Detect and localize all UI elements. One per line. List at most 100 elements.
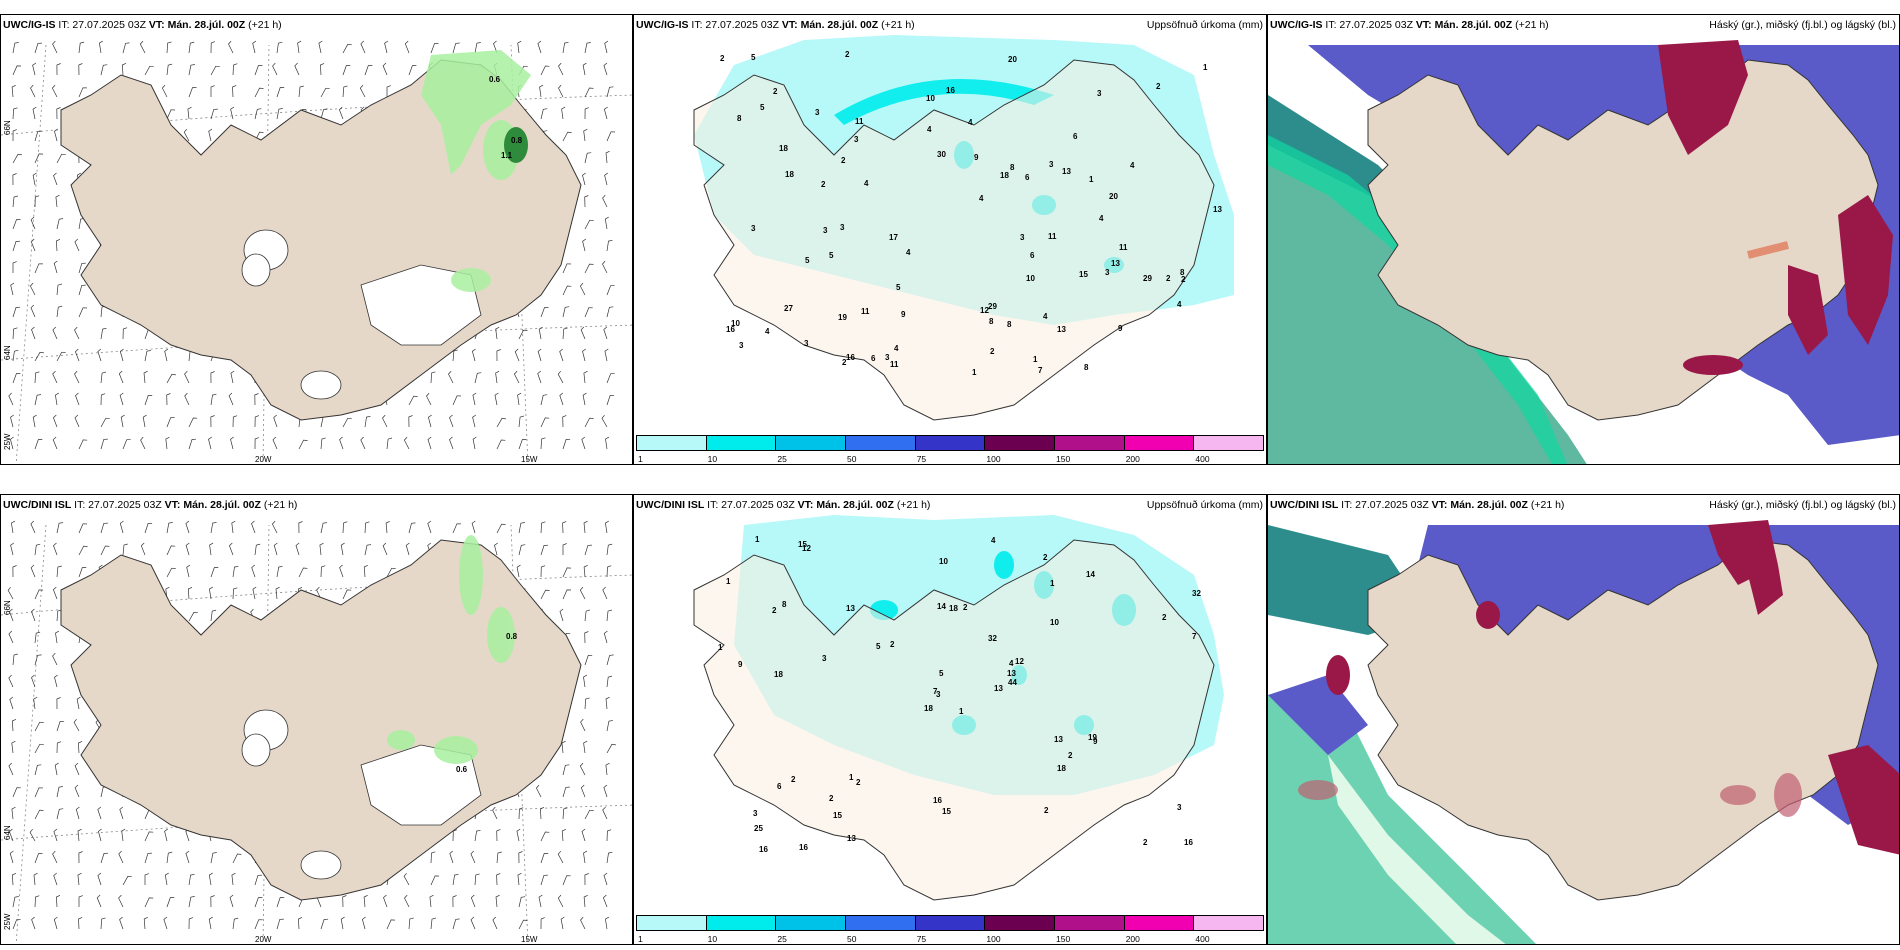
- wind-barb: [186, 564, 191, 578]
- precip-value: 8: [737, 114, 742, 123]
- wind-barb: [474, 42, 481, 54]
- wind-barb: [605, 696, 610, 710]
- wind-barb: [78, 567, 87, 578]
- precip-value: 9: [1093, 737, 1098, 746]
- wind-barb: [12, 129, 17, 142]
- wind-barb: [514, 348, 520, 362]
- precip-value: 4: [927, 125, 932, 134]
- precip-value: 13: [994, 684, 1003, 693]
- wind-barb: [210, 852, 217, 864]
- wind-barb: [98, 828, 102, 842]
- wind-barb: [471, 520, 476, 534]
- wind-barb: [583, 370, 588, 384]
- precip-value: 8: [1084, 363, 1089, 372]
- legend-swatch: 50: [846, 436, 916, 464]
- wind-barb: [495, 894, 500, 908]
- wind-barb: [120, 414, 125, 428]
- wind-barb: [273, 542, 278, 556]
- wind-barb: [581, 828, 586, 842]
- wind-barb: [187, 106, 192, 120]
- wind-barb: [12, 653, 18, 666]
- wind-value: 0.6: [489, 75, 501, 84]
- wind-barb: [228, 40, 234, 54]
- wind-barb: [52, 850, 58, 864]
- wind-barb: [56, 305, 63, 318]
- precip-value: 13: [847, 834, 856, 843]
- wind-barb: [603, 872, 608, 886]
- wind-barb: [562, 41, 569, 54]
- wind-barb: [54, 762, 59, 776]
- wind-barb: [496, 851, 502, 864]
- wind-barb: [579, 586, 586, 600]
- wind-barb: [320, 108, 328, 120]
- wind-barb: [144, 831, 154, 842]
- wind-barb: [55, 392, 59, 406]
- wind-barb: [538, 326, 543, 340]
- wind-barb: [559, 608, 564, 622]
- wind-barb: [386, 85, 391, 97]
- wind-barb: [360, 436, 366, 450]
- precip-value: 1: [1203, 63, 1208, 72]
- wind-barb: [404, 40, 410, 54]
- wind-barb: [100, 786, 108, 798]
- wind-barb: [73, 718, 80, 732]
- wind-barb: [210, 609, 217, 622]
- precip-value: 10: [731, 319, 740, 328]
- precip-value: 3: [1049, 160, 1054, 169]
- wind-barb: [584, 307, 593, 318]
- wind-barb: [232, 853, 242, 864]
- precip-value: 4: [864, 179, 869, 188]
- wind-barb: [8, 762, 14, 776]
- wind-barb: [8, 630, 14, 644]
- wind-barb: [579, 762, 586, 776]
- wind-barb: [100, 305, 106, 318]
- wind-barb: [12, 919, 21, 930]
- wind-barb: [606, 720, 613, 732]
- precip-value: 9: [738, 660, 743, 669]
- wind-barb: [540, 394, 548, 406]
- wind-barb: [31, 608, 36, 622]
- wind-barb: [408, 395, 418, 406]
- precip-value: 32: [988, 634, 997, 643]
- wind-barb: [254, 897, 263, 908]
- precip-value: 27: [784, 304, 793, 313]
- wind-barb: [210, 393, 217, 406]
- wind-barb: [232, 63, 238, 76]
- wind-barb: [164, 872, 169, 886]
- lon-label: 15W: [521, 935, 538, 944]
- wind-barb: [297, 40, 302, 54]
- wind-barb: [33, 696, 38, 710]
- wind-barb: [363, 564, 368, 578]
- precip-value: 25: [754, 824, 763, 833]
- wind-barb: [496, 873, 501, 886]
- wind-barb: [298, 439, 308, 450]
- wind-barb: [584, 42, 591, 54]
- precip-value: 3: [1177, 803, 1182, 812]
- precip-value: 2: [772, 606, 777, 615]
- precip-value: 15: [833, 811, 842, 820]
- precip-value: 5: [751, 53, 756, 62]
- wind-barb: [210, 41, 216, 54]
- wind-barb: [34, 787, 43, 798]
- wind-barb: [30, 216, 36, 230]
- wind-barb: [516, 828, 521, 842]
- wind-barb: [605, 762, 610, 776]
- wind-barb: [122, 543, 128, 556]
- wind-barb: [583, 128, 588, 142]
- wind-barb: [74, 784, 80, 798]
- precip-value: 16: [726, 325, 735, 334]
- precip-value: 32: [1192, 589, 1201, 598]
- wind-barb: [430, 371, 436, 384]
- wind-barb: [188, 873, 195, 886]
- wind-barb: [582, 172, 586, 186]
- wind-barb: [100, 917, 106, 930]
- wind-barb: [34, 153, 44, 164]
- wind-barb: [54, 128, 58, 142]
- precip-value: 12: [1015, 657, 1024, 666]
- lon-label: 20W: [255, 455, 272, 464]
- wind-barb: [382, 542, 388, 556]
- wind-barb: [342, 417, 352, 428]
- wind-barb: [228, 392, 234, 406]
- wind-barb: [562, 589, 572, 600]
